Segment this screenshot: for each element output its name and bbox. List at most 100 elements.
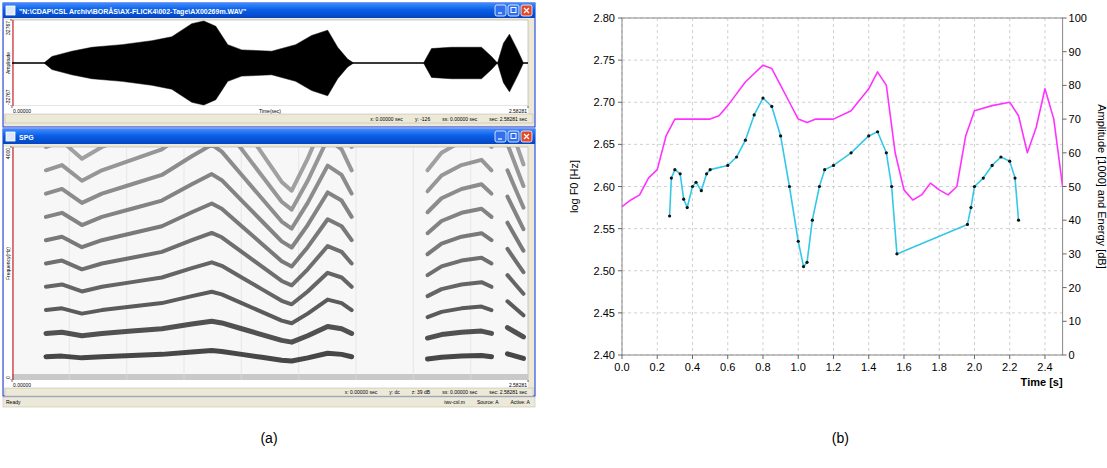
series-marker — [682, 198, 685, 201]
tick-label: 60 — [1069, 147, 1081, 159]
tick-label: 50 — [1069, 181, 1081, 193]
plot-frame — [622, 18, 1063, 355]
status-text: ss: 0.00000 sec — [442, 116, 478, 122]
series-marker — [973, 185, 976, 188]
series-marker — [1013, 176, 1016, 179]
series-marker — [779, 134, 782, 137]
tick-label: 2.60 — [594, 181, 615, 193]
harmonic-band — [46, 321, 352, 342]
series-marker — [668, 214, 671, 217]
series-marker — [885, 151, 888, 154]
series-marker — [694, 181, 697, 184]
harmonic-band — [46, 262, 352, 304]
grid-line — [622, 102, 1063, 103]
tick-mark — [727, 355, 728, 359]
window-icon — [6, 132, 15, 141]
tick-label: 2.4 — [1037, 361, 1052, 373]
series-marker — [895, 252, 898, 255]
tick-mark — [903, 355, 904, 359]
tick-label: 0.0 — [614, 361, 629, 373]
tick-mark — [618, 270, 622, 271]
maximize-glyph — [511, 8, 516, 13]
grid-line — [241, 147, 242, 380]
tick-label: 0 — [1069, 349, 1075, 361]
series-marker — [832, 164, 835, 167]
waveform-upper — [12, 21, 528, 63]
spectrogram — [12, 147, 528, 380]
tick-label: 20 — [1069, 282, 1081, 294]
series-marker — [823, 168, 826, 171]
tick-label: 0.00000 — [13, 108, 31, 114]
grid-line — [622, 228, 1063, 229]
series-marker — [818, 185, 821, 188]
harmonic-band — [507, 328, 523, 337]
status-text: y: dc — [389, 389, 400, 395]
grid-line — [413, 147, 414, 380]
cursor — [13, 147, 14, 380]
series-marker — [709, 168, 712, 171]
spectrogram-window: SPG04000Frequency(Hz)0.000002.58281sec: … — [3, 86, 535, 396]
tick-mark — [618, 102, 622, 103]
window-button[interactable] — [521, 5, 532, 16]
series-marker — [705, 172, 708, 175]
series-marker — [761, 96, 764, 99]
tick-mark — [974, 355, 975, 359]
tick-mark — [618, 18, 622, 19]
figure: "N:\CDAP\CSL Archiv\BORÅS\AX-FLICK4\002-… — [0, 0, 1107, 468]
series-marker — [788, 185, 791, 188]
axis-title: Time(sec) — [259, 108, 281, 114]
grid-line — [622, 312, 1063, 313]
series-marker — [867, 134, 870, 137]
tick-mark — [618, 355, 622, 356]
status-text: Ready — [6, 399, 21, 405]
tick-label: 2.2 — [1002, 361, 1017, 373]
status-text: y: -126 — [415, 116, 431, 122]
plot-area — [12, 20, 528, 106]
tick-mark — [618, 228, 622, 229]
window-button[interactable] — [495, 131, 506, 142]
harmonic-band — [46, 351, 352, 361]
series-marker — [686, 206, 689, 209]
tick-label: 2.70 — [594, 96, 615, 108]
window-button[interactable] — [495, 5, 506, 16]
waveform-window: "N:\CDAP\CSL Archiv\BORÅS\AX-FLICK4\002-… — [3, 3, 535, 127]
grid-line — [939, 18, 940, 355]
tick-label: 0.6 — [720, 361, 735, 373]
status-text: Source: A — [477, 399, 499, 405]
window-button[interactable] — [521, 131, 532, 142]
tick-label: -32767 — [5, 89, 11, 105]
status-text: ss: 0.00000 sec — [442, 389, 478, 395]
tick-mark — [762, 355, 763, 359]
grid-line — [356, 147, 357, 380]
grid-line — [727, 18, 728, 355]
grid-line — [622, 60, 1063, 61]
close-glyph — [524, 134, 529, 139]
window-title: "N:\CDAP\CSL Archiv\BORÅS\AX-FLICK4\002-… — [19, 7, 246, 16]
grid-line — [622, 144, 1063, 145]
series-marker — [700, 189, 703, 192]
app-status-bar: Ready Active: A Source: A iwv-csl.m — [3, 397, 535, 407]
tick-mark — [1009, 355, 1010, 359]
series-marker — [735, 155, 738, 158]
series-marker — [744, 139, 747, 142]
series-line — [670, 98, 1019, 267]
tick-mark — [939, 355, 940, 359]
harmonic-band — [507, 249, 523, 272]
tick-label: 0.4 — [685, 361, 700, 373]
series-marker — [1017, 219, 1020, 222]
tick-mark — [692, 355, 693, 359]
series-marker — [691, 185, 694, 188]
close-glyph — [524, 8, 529, 13]
series-marker — [805, 261, 808, 264]
status-text: Active: A — [511, 399, 531, 405]
tick-mark — [868, 355, 869, 359]
grid-line — [126, 147, 127, 380]
tick-mark — [833, 355, 834, 359]
status-text: iwv-csl.m — [444, 399, 465, 405]
series-marker — [966, 223, 969, 226]
window-button[interactable] — [508, 131, 519, 142]
window-button[interactable] — [508, 5, 519, 16]
plot-area — [622, 18, 1063, 355]
status-row — [5, 388, 533, 396]
panel-label: (a) — [260, 430, 277, 446]
